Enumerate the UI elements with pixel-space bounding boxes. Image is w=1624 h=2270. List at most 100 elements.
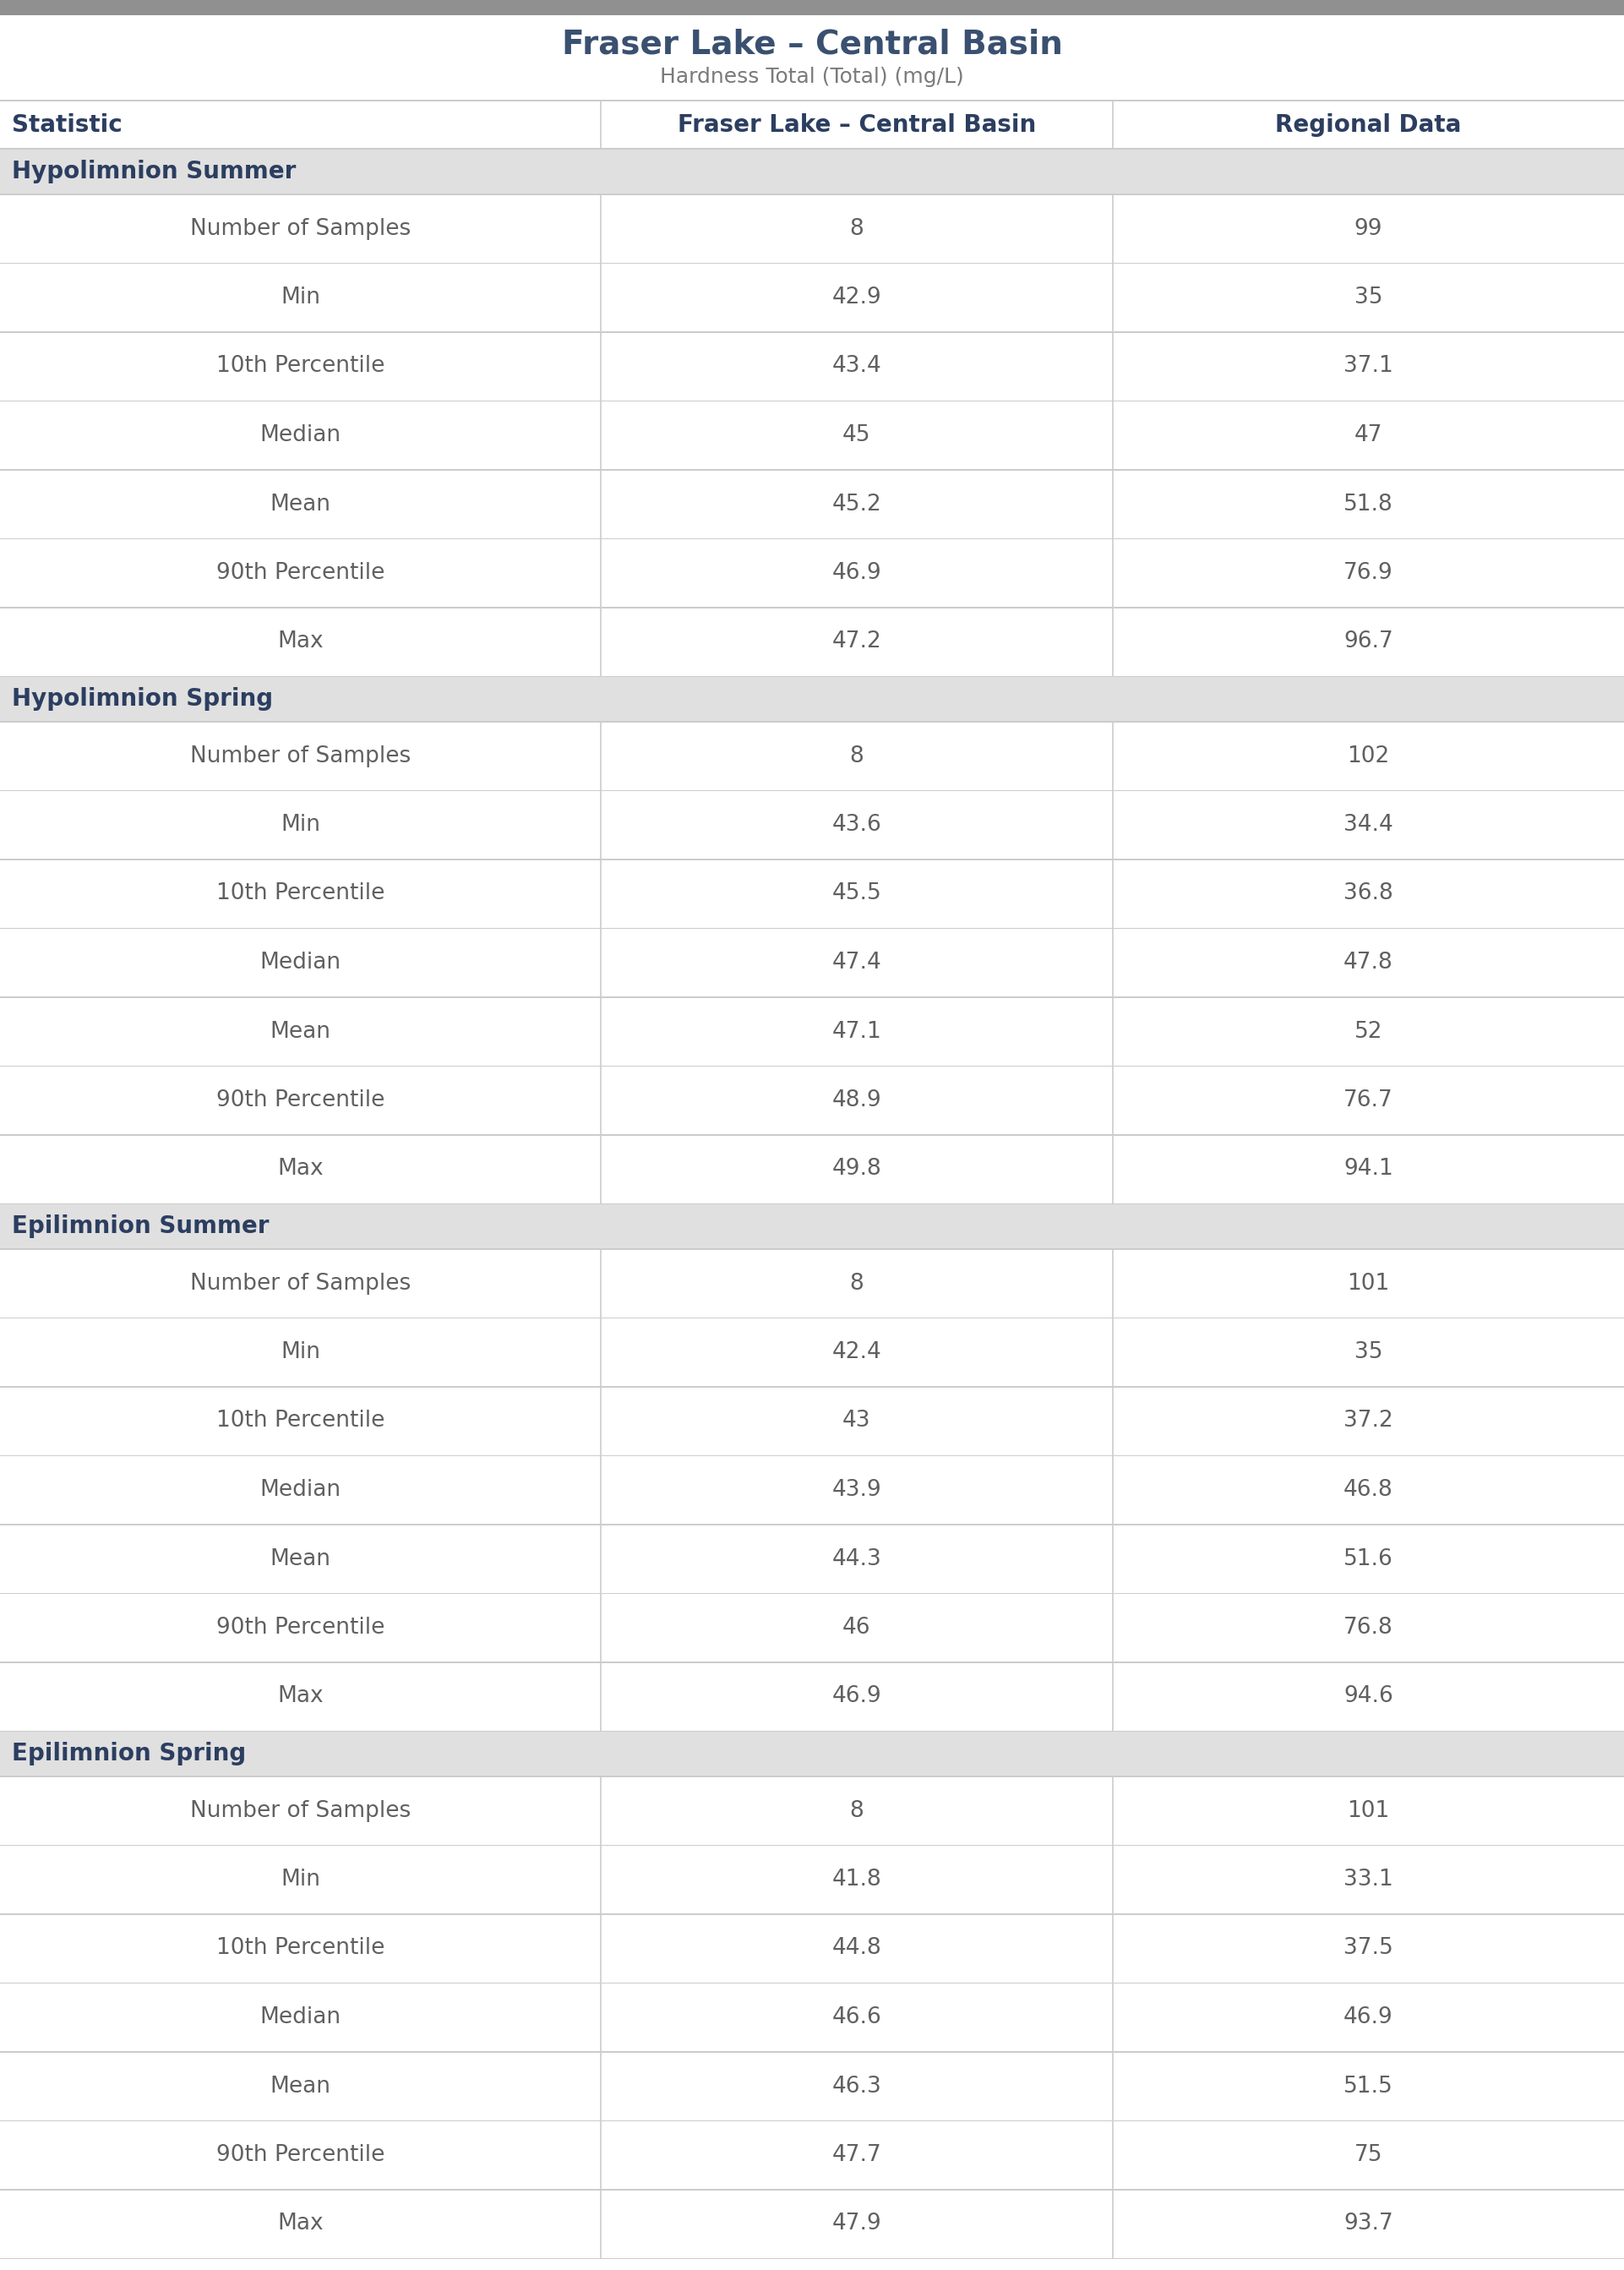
Text: 8: 8 (849, 745, 864, 767)
Text: 10th Percentile: 10th Percentile (216, 883, 385, 906)
Text: 46.8: 46.8 (1343, 1480, 1393, 1500)
Bar (0, 2052, 1624, 2120)
Text: 10th Percentile: 10th Percentile (216, 356, 385, 377)
Text: 90th Percentile: 90th Percentile (216, 2145, 385, 2166)
Text: 42.4: 42.4 (831, 1342, 882, 1364)
Text: 47.2: 47.2 (831, 631, 882, 654)
Bar (0, 928, 1624, 997)
Bar (0, 1249, 1624, 1317)
Text: 51.8: 51.8 (1343, 493, 1393, 515)
Text: Hypolimnion Spring: Hypolimnion Spring (11, 688, 273, 711)
Text: 51.6: 51.6 (1343, 1548, 1393, 1571)
Bar (0, 1732, 1624, 1775)
Text: Mean: Mean (270, 493, 331, 515)
Text: 102: 102 (1346, 745, 1390, 767)
Text: 101: 101 (1346, 1800, 1390, 1821)
Text: 47.7: 47.7 (831, 2145, 882, 2166)
Text: 37.5: 37.5 (1343, 1936, 1393, 1959)
Text: 76.8: 76.8 (1343, 1616, 1393, 1639)
Bar (0, 1846, 1624, 1914)
Text: 43.9: 43.9 (831, 1480, 882, 1500)
Text: Max: Max (278, 631, 323, 654)
Text: Min: Min (281, 1868, 320, 1891)
Text: 35: 35 (1354, 1342, 1382, 1364)
Text: 47.8: 47.8 (1343, 951, 1393, 974)
Text: Fraser Lake – Central Basin: Fraser Lake – Central Basin (562, 30, 1062, 61)
Text: 47.9: 47.9 (831, 2213, 882, 2236)
Text: 94.6: 94.6 (1343, 1687, 1393, 1707)
Bar (0, 1455, 1624, 1523)
Bar (0, 1777, 1624, 1846)
Bar (0, 790, 1624, 858)
Text: Number of Samples: Number of Samples (190, 1800, 411, 1821)
Text: 37.2: 37.2 (1343, 1410, 1393, 1432)
Text: 47: 47 (1354, 424, 1382, 447)
Text: Statistic: Statistic (11, 114, 122, 136)
Text: 46: 46 (843, 1616, 870, 1639)
Bar (0, 608, 1624, 676)
Bar (0, 722, 1624, 790)
Text: 45: 45 (843, 424, 870, 447)
Text: 10th Percentile: 10th Percentile (216, 1936, 385, 1959)
Text: 37.1: 37.1 (1343, 356, 1393, 377)
Text: 90th Percentile: 90th Percentile (216, 1090, 385, 1112)
Text: Median: Median (260, 951, 341, 974)
Bar (0, 540, 1624, 606)
Text: 44.3: 44.3 (831, 1548, 882, 1571)
Text: 99: 99 (1354, 218, 1382, 241)
Bar (0, 402, 1624, 470)
Text: 46.9: 46.9 (831, 1687, 882, 1707)
Bar (0, 0, 1624, 16)
Text: 33.1: 33.1 (1343, 1868, 1393, 1891)
Bar (0, 1135, 1624, 1203)
Text: Number of Samples: Number of Samples (190, 218, 411, 241)
Bar (0, 334, 1624, 400)
Text: 52: 52 (1354, 1022, 1382, 1042)
Bar (0, 263, 1624, 331)
Text: 43.6: 43.6 (831, 815, 882, 835)
Text: Fraser Lake – Central Basin: Fraser Lake – Central Basin (677, 114, 1036, 136)
Bar (0, 1067, 1624, 1135)
Text: Hypolimnion Summer: Hypolimnion Summer (11, 159, 296, 184)
Text: 51.5: 51.5 (1343, 2075, 1393, 2097)
Text: 8: 8 (849, 218, 864, 241)
Text: 90th Percentile: 90th Percentile (216, 563, 385, 583)
Bar (0, 1664, 1624, 1730)
Text: 43: 43 (843, 1410, 870, 1432)
Text: 44.8: 44.8 (831, 1936, 882, 1959)
Text: 93.7: 93.7 (1343, 2213, 1393, 2236)
Text: 36.8: 36.8 (1343, 883, 1393, 906)
Text: 41.8: 41.8 (831, 1868, 882, 1891)
Text: 96.7: 96.7 (1343, 631, 1393, 654)
Bar (0, 1319, 1624, 1387)
Text: Epilimnion Spring: Epilimnion Spring (11, 1741, 247, 1766)
Text: Min: Min (281, 815, 320, 835)
Text: Epilimnion Summer: Epilimnion Summer (11, 1214, 270, 1237)
Text: 75: 75 (1354, 2145, 1382, 2166)
Text: 76.7: 76.7 (1343, 1090, 1393, 1112)
Text: 46.9: 46.9 (831, 563, 882, 583)
Bar (0, 2191, 1624, 2259)
Text: 45.2: 45.2 (831, 493, 882, 515)
Bar (0, 1387, 1624, 1455)
Text: Median: Median (260, 1480, 341, 1500)
Bar (0, 999, 1624, 1065)
Text: Mean: Mean (270, 2075, 331, 2097)
Text: Max: Max (278, 2213, 323, 2236)
Text: 43.4: 43.4 (831, 356, 882, 377)
Text: 10th Percentile: 10th Percentile (216, 1410, 385, 1432)
Text: 76.9: 76.9 (1343, 563, 1393, 583)
Bar (0, 16, 1624, 100)
Text: Hardness Total (Total) (mg/L): Hardness Total (Total) (mg/L) (659, 66, 965, 86)
Text: Max: Max (278, 1158, 323, 1180)
Text: Number of Samples: Number of Samples (190, 745, 411, 767)
Text: 42.9: 42.9 (831, 286, 882, 309)
Text: 45.5: 45.5 (831, 883, 882, 906)
Text: Number of Samples: Number of Samples (190, 1271, 411, 1294)
Text: Min: Min (281, 1342, 320, 1364)
Text: Mean: Mean (270, 1022, 331, 1042)
Text: 49.8: 49.8 (831, 1158, 882, 1180)
Bar (0, 1914, 1624, 1982)
Text: Median: Median (260, 2007, 341, 2029)
Text: 47.4: 47.4 (831, 951, 882, 974)
